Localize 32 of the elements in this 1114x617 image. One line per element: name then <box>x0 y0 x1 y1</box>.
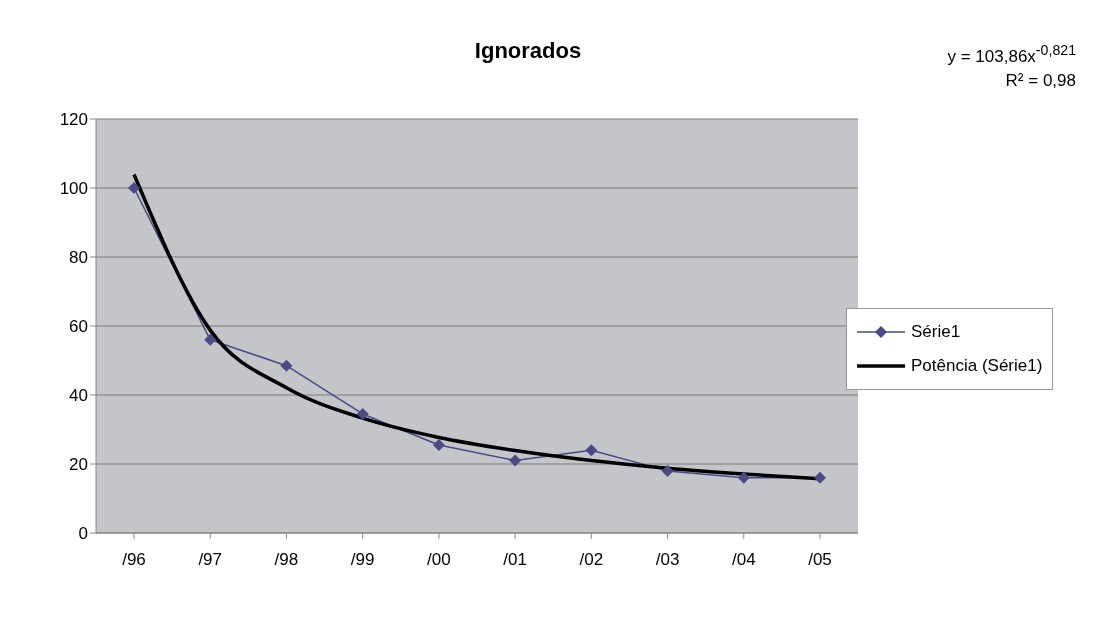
point <box>128 182 140 194</box>
chart-title: Ignorados <box>474 38 582 63</box>
y-tick-label: 20 <box>69 455 88 475</box>
x-tick-label: /05 <box>808 550 832 570</box>
y-tick-label: 40 <box>69 386 88 406</box>
x-tick-label: /98 <box>274 550 299 570</box>
text: y = 103,86x$^{-0,821}$ <box>947 41 1076 68</box>
point <box>432 439 445 452</box>
x-tick-label: /00 <box>427 550 451 570</box>
point <box>814 471 826 484</box>
x-tick-label: /96 <box>122 550 146 570</box>
y-tick-label: 120 <box>59 110 88 130</box>
y-tick-label: 100 <box>59 179 88 199</box>
point <box>737 471 750 484</box>
point <box>661 464 674 477</box>
legend-label: Potência (Série1) <box>911 356 1043 376</box>
point <box>280 359 293 372</box>
legend-label: Série1 <box>911 322 961 342</box>
x-tick-label: /01 <box>503 550 527 570</box>
x-tick-label: /97 <box>198 550 223 570</box>
x-tick-label: /02 <box>579 550 604 570</box>
point <box>356 407 369 420</box>
point <box>509 454 522 467</box>
x-tick-label: /04 <box>731 550 756 570</box>
y-tick-label: 80 <box>69 248 88 268</box>
text: R² = 0,98 <box>1004 69 1076 92</box>
point <box>585 444 598 457</box>
y-tick-label: 60 <box>69 317 88 337</box>
x-tick-label: /99 <box>350 550 375 570</box>
point <box>204 333 217 346</box>
x-tick-label: /03 <box>655 550 680 570</box>
y-tick-label: 0 <box>78 524 88 544</box>
